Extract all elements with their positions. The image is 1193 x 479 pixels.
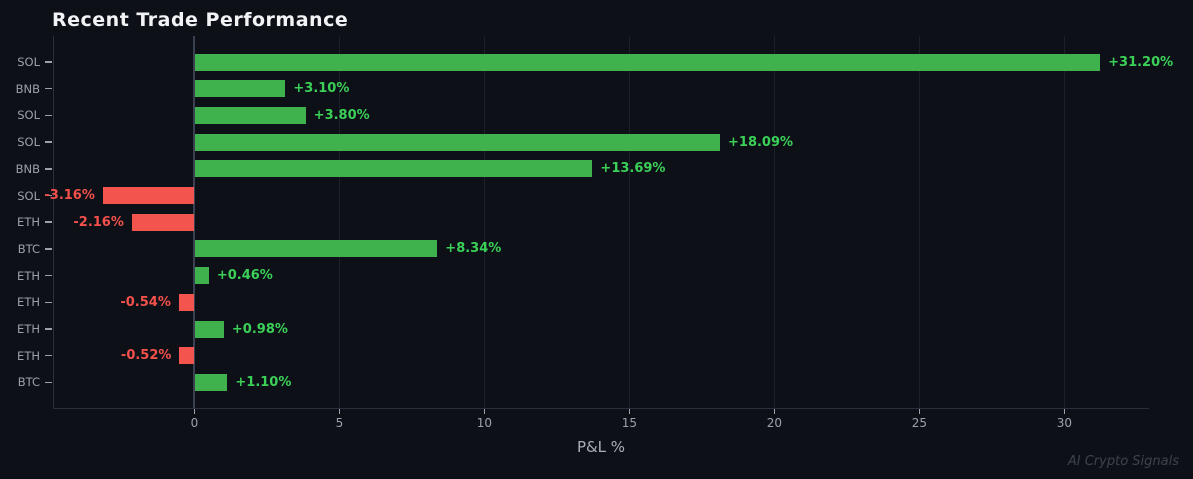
- trade-bar: [178, 293, 195, 311]
- y-tick-label: SOL: [17, 108, 40, 123]
- trade-value-label: +8.34%: [445, 241, 502, 257]
- trade-bar: [195, 80, 286, 98]
- y-tick-label: BTC: [17, 375, 40, 390]
- trade-bar: [102, 187, 195, 204]
- y-tick-mark: [45, 114, 52, 117]
- trade-bar: [195, 267, 209, 285]
- x-tick-mark: [628, 408, 631, 414]
- trade-bar: [195, 160, 593, 178]
- y-tick-label: BNB: [15, 81, 40, 96]
- y-tick-mark: [45, 61, 52, 63]
- x-tick-mark: [1063, 408, 1066, 414]
- y-tick-mark: [45, 301, 52, 304]
- trade-value-label: +1.10%: [235, 374, 292, 390]
- x-axis-label: P&L %: [576, 438, 626, 456]
- y-tick-label: SOL: [17, 188, 40, 203]
- y-tick-mark: [45, 141, 52, 143]
- trade-bar: [195, 106, 306, 124]
- chart-title: Recent Trade Performance: [52, 9, 349, 31]
- y-tick-mark: [45, 87, 52, 90]
- zero-gridline: [193, 36, 196, 408]
- y-tick-label: ETH: [17, 348, 40, 363]
- y-tick-label: SOL: [17, 135, 40, 150]
- gridline: [629, 36, 631, 408]
- trade-value-label: +3.10%: [293, 81, 350, 97]
- x-tick-label: 20: [766, 416, 783, 430]
- trade-value-label: -0.52%: [120, 348, 172, 364]
- x-tick-mark: [338, 408, 341, 414]
- y-tick-mark: [45, 248, 52, 250]
- gridline: [1064, 36, 1066, 408]
- gridline: [919, 36, 921, 408]
- trade-value-label: +13.69%: [600, 161, 666, 177]
- trade-bar: [195, 320, 224, 338]
- trade-value-label: -3.16%: [44, 188, 95, 203]
- y-tick-label: SOL: [17, 55, 40, 69]
- trade-bar: [195, 133, 720, 151]
- trade-value-label: +0.46%: [216, 268, 273, 284]
- trade-value-label: +3.80%: [313, 107, 370, 123]
- trade-value-label: +0.98%: [231, 321, 288, 337]
- x-axis-spine: [53, 408, 1149, 409]
- x-tick-label: 30: [1056, 416, 1072, 430]
- y-tick-mark: [45, 381, 52, 384]
- y-tick-label: ETH: [17, 322, 40, 336]
- trade-bar: [179, 347, 195, 365]
- x-tick-label: 5: [335, 416, 344, 430]
- gridline: [774, 36, 776, 408]
- y-tick-mark: [45, 168, 52, 170]
- trade-bar: [195, 373, 228, 391]
- y-axis-spine: [53, 36, 54, 408]
- watermark-text: AI Crypto Signals: [1067, 454, 1179, 469]
- y-tick-mark: [45, 274, 52, 277]
- trade-value-label: -2.16%: [73, 214, 124, 230]
- x-tick-label: 15: [621, 416, 638, 430]
- x-tick-mark: [193, 408, 196, 414]
- y-tick-mark: [45, 328, 52, 330]
- y-tick-label: BTC: [17, 241, 40, 256]
- trade-bar: [131, 213, 195, 231]
- x-tick-mark: [918, 408, 921, 414]
- trade-bar: [195, 240, 438, 258]
- y-tick-label: ETH: [17, 215, 40, 230]
- x-tick-mark: [773, 408, 776, 414]
- x-tick-label: 0: [190, 416, 199, 430]
- x-tick-mark: [483, 408, 486, 414]
- y-tick-label: ETH: [17, 295, 40, 310]
- x-tick-label: 25: [911, 416, 927, 430]
- x-tick-label: 10: [476, 416, 493, 430]
- y-tick-mark: [45, 194, 52, 197]
- trade-bar: [195, 53, 1101, 71]
- y-tick-label: ETH: [17, 268, 40, 283]
- y-tick-mark: [45, 354, 52, 357]
- gridline: [339, 36, 341, 408]
- trade-value-label: +18.09%: [728, 134, 794, 150]
- gridline: [484, 36, 486, 408]
- trade-value-label: -0.54%: [120, 294, 171, 310]
- y-tick-label: BNB: [15, 161, 40, 176]
- trade-value-label: +31.20%: [1108, 54, 1174, 70]
- y-tick-mark: [45, 221, 52, 223]
